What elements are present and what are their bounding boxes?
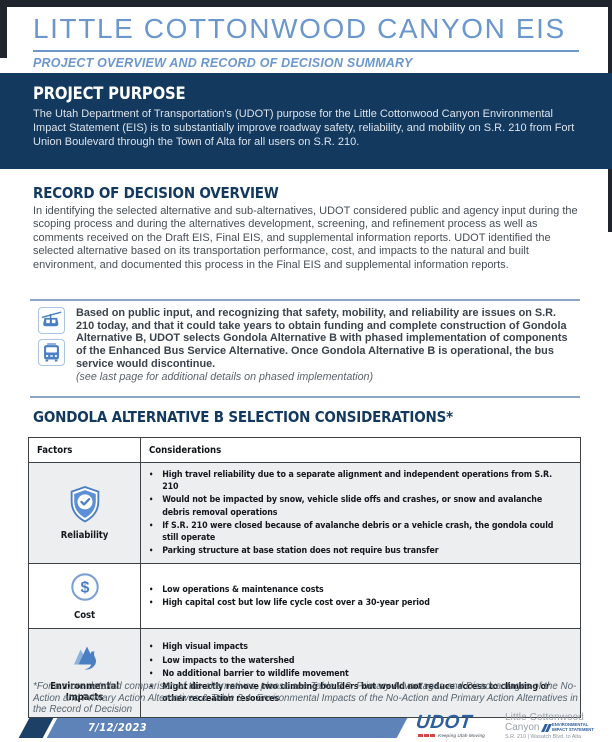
list-item: • High visual impacts: [149, 641, 570, 653]
gondola-icon: [38, 307, 65, 334]
eis-badge-line2: IMPACT STATEMENT: [551, 727, 594, 732]
table-header-row: Factors Considerations: [28, 437, 581, 463]
lcc-logo-row2: Canyon ENVIRONMENTAL IMPACT STATEMENT: [505, 723, 609, 733]
factor-cell-cost: $ Cost: [28, 563, 141, 630]
bullet-marker: •: [149, 584, 154, 594]
bullet-marker: •: [149, 495, 154, 505]
project-purpose-banner: PROJECT PURPOSE The Utah Department of T…: [0, 73, 612, 169]
considerations-table: Factors Considerations Reliability: [28, 437, 581, 719]
bullet-marker: •: [149, 470, 154, 479]
lcc-logo-line2: Canyon: [505, 722, 540, 733]
callout-note: (see last page for additional details on…: [76, 370, 374, 383]
mountain-stream-icon: [67, 646, 103, 678]
bullet-marker: •: [149, 642, 154, 652]
considerations-list: • High travel reliability due to a separa…: [149, 469, 570, 557]
list-item-text: High capital cost but low life cycle cos…: [162, 597, 430, 608]
eis-badge-line1: ENVIRONMENTAL: [551, 722, 589, 728]
lcc-logo-line1: Little Cottonwood: [505, 712, 584, 723]
udot-logo-sub: Keeping Utah Moving: [418, 733, 496, 738]
column-header-factors: Factors: [28, 437, 141, 463]
page-title: LITTLE COTTONWOOD CANYON EIS: [33, 13, 566, 44]
list-item: • Low impacts to the watershed: [149, 655, 570, 667]
considerations-cell-cost: • Low operations & maintenance costs • Hig…: [140, 563, 581, 630]
factor-label: Reliability: [60, 529, 109, 541]
list-item: • Parking structure at base station does …: [149, 545, 570, 557]
list-item-text: Low operations & maintenance costs: [162, 584, 324, 595]
udot-tagline: Keeping Utah Moving: [438, 733, 485, 738]
eis-badge: ENVIRONMENTAL IMPACT STATEMENT: [552, 723, 594, 732]
bullet-marker: •: [149, 655, 154, 665]
title-block: LITTLE COTTONWOOD CANYON EIS: [33, 13, 579, 52]
callout-text: Based on public input, and recognizing t…: [76, 307, 576, 383]
bullet-marker: •: [149, 546, 154, 556]
callout-icons: [38, 307, 65, 383]
bullet-marker: •: [149, 597, 154, 607]
list-item: • High travel reliability due to a separa…: [149, 469, 570, 493]
lcc-eis-logo: Little Cottonwood Canyon ENVIRONMENTAL I…: [505, 712, 609, 741]
footnote: *For a more detailed comparison of the a…: [33, 681, 578, 715]
list-item-text: High visual impacts: [162, 642, 248, 653]
list-item-text: Might directly remove two climbing bould…: [162, 682, 550, 705]
viewer-edge-left: [0, 0, 7, 58]
list-item-text: High travel reliability due to a separat…: [162, 470, 553, 493]
callout-statement: Based on public input, and recognizing t…: [76, 307, 568, 370]
record-of-decision-body: In identifying the selected alternative …: [33, 205, 578, 271]
factor-cell-reliability: Reliability: [28, 461, 141, 565]
list-item: • Low operations & maintenance costs: [149, 584, 570, 596]
project-purpose-body: The Utah Department of Transportation's …: [33, 108, 575, 148]
considerations-list: • Low operations & maintenance costs • Hig…: [149, 584, 570, 609]
considerations-list: • High visual impacts • Low impacts to the…: [149, 641, 570, 705]
udot-accent-blocks-icon: [418, 734, 435, 737]
list-item: • Would not be impacted by snow, vehicle …: [149, 494, 570, 518]
list-item-text: Would not be impacted by snow, vehicle s…: [162, 495, 543, 518]
considerations-cell-reliability: • High travel reliability due to a separa…: [140, 461, 581, 565]
record-of-decision-heading: RECORD OF DECISION OVERVIEW: [33, 184, 279, 202]
list-item: • High capital cost but low life cycle co…: [149, 597, 570, 609]
table-row-environmental-impacts: Environmental Impacts • High visual impac…: [28, 628, 581, 719]
project-purpose-heading: PROJECT PURPOSE: [33, 84, 186, 103]
list-item-text: If S.R. 210 were closed because of avala…: [162, 520, 554, 544]
bullet-marker: •: [149, 682, 154, 692]
divider-bottom: [30, 396, 580, 398]
list-item-text: No additional barrier to wildlife moveme…: [162, 668, 349, 679]
eis-slashes-icon: [541, 724, 552, 732]
list-item-text: Low impacts to the watershed: [162, 655, 295, 666]
factor-label: Cost: [74, 610, 95, 622]
viewer-edge-top: [0, 0, 612, 7]
selected-alternative-callout: Based on public input, and recognizing t…: [38, 307, 580, 383]
bus-icon: [38, 339, 65, 366]
list-item: • If S.R. 210 were closed because of aval…: [149, 520, 570, 544]
list-item: • No additional barrier to wildlife movem…: [149, 668, 570, 680]
divider-top: [30, 299, 580, 301]
factor-label: Environmental Impacts: [50, 681, 119, 704]
bullet-marker: •: [149, 520, 154, 530]
table-row-cost: $ Cost • Low operations & maintenance cos…: [28, 563, 581, 630]
column-header-considerations: Considerations: [140, 437, 581, 463]
page-subtitle: PROJECT OVERVIEW AND RECORD OF DECISION …: [33, 56, 413, 70]
considerations-heading: GONDOLA ALTERNATIVE B SELECTION CONSIDER…: [33, 408, 453, 426]
udot-logo-text: UDOT: [414, 712, 473, 733]
list-item-text: Parking structure at base station does n…: [162, 546, 439, 557]
table-row-reliability: Reliability • High travel reliability due…: [28, 461, 581, 565]
shield-check-icon: [68, 485, 102, 527]
lcc-logo-route: S.R. 210 | Wasatch Blvd. to Alta: [505, 734, 582, 740]
bullet-marker: •: [149, 668, 154, 678]
udot-logo: UDOT Keeping Utah Moving: [414, 712, 496, 738]
list-item: • Might directly remove two climbing boul…: [149, 681, 570, 705]
svg-text:$: $: [80, 580, 89, 597]
considerations-cell-environmental-impacts: • High visual impacts • Low impacts to the…: [140, 628, 581, 719]
footer-date: 7/12/2023: [88, 721, 148, 734]
dollar-circle-icon: $: [69, 573, 101, 607]
